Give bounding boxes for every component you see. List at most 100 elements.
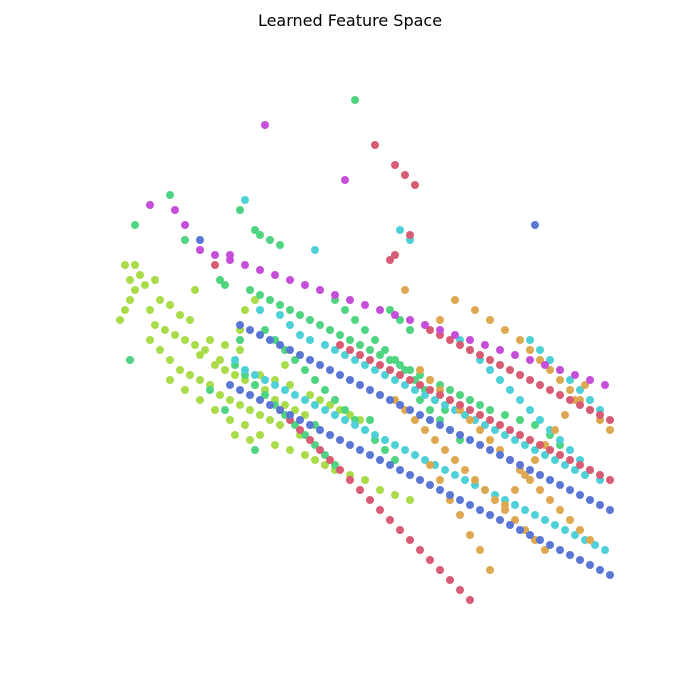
data-point [486,566,494,574]
data-point [466,531,474,539]
data-point [381,436,389,444]
data-point [516,336,524,344]
data-point [511,486,519,494]
data-point [291,406,299,414]
data-point [246,406,254,414]
data-point [351,96,359,104]
data-point [306,391,314,399]
data-point [191,341,199,349]
data-point [526,336,534,344]
data-point [346,296,354,304]
data-point [496,346,504,354]
data-point [151,276,159,284]
data-point [286,306,294,314]
data-point [506,521,514,529]
data-point [451,456,459,464]
data-point [211,251,219,259]
data-point [466,336,474,344]
data-point [161,326,169,334]
data-point [241,306,249,314]
data-point [266,416,274,424]
data-point [436,316,444,324]
data-point [426,326,434,334]
data-point [416,381,424,389]
data-point [256,266,264,274]
data-point [481,421,489,429]
data-point [341,406,349,414]
data-point [391,456,399,464]
data-point [556,376,564,384]
data-point [276,421,284,429]
data-point [601,381,609,389]
data-point [281,361,289,369]
data-point [326,326,334,334]
data-point [506,386,514,394]
data-point [236,206,244,214]
data-point [476,351,484,359]
data-point [571,466,579,474]
data-point [516,396,524,404]
data-point [286,346,294,354]
data-point [211,406,219,414]
data-point [331,461,339,469]
data-point [466,501,474,509]
data-point [316,446,324,454]
data-point [461,466,469,474]
data-point [506,366,514,374]
data-point [316,361,324,369]
data-point [216,276,224,284]
data-point [396,361,404,369]
data-point [526,406,534,414]
data-point [501,326,509,334]
data-point [391,311,399,319]
data-point [166,301,174,309]
data-point [456,496,464,504]
data-point [266,296,274,304]
data-point [446,576,454,584]
data-point [286,321,294,329]
data-point [426,376,434,384]
data-point [491,496,499,504]
data-point [481,341,489,349]
data-point [336,436,344,444]
data-point [306,336,314,344]
data-point [486,436,494,444]
data-point [566,516,574,524]
data-point [256,396,264,404]
data-point [401,381,409,389]
data-point [396,226,404,234]
data-point [586,466,594,474]
data-point [416,366,424,374]
data-point [476,441,484,449]
data-point [256,306,264,314]
data-point [516,371,524,379]
data-point [366,496,374,504]
data-point [361,476,369,484]
data-point [181,336,189,344]
data-point [341,306,349,314]
data-point [586,396,594,404]
data-point [576,461,584,469]
data-point [436,326,444,334]
data-point [251,446,259,454]
data-point [521,471,529,479]
data-point [246,286,254,294]
data-point [551,521,559,529]
data-point [241,261,249,269]
data-point [361,426,369,434]
data-point [321,451,329,459]
data-point [511,436,519,444]
data-point [516,416,524,424]
data-point [166,356,174,364]
data-point [466,436,474,444]
data-point [391,251,399,259]
data-point [181,236,189,244]
data-point [466,596,474,604]
data-point [351,421,359,429]
data-point [356,341,364,349]
data-point [241,421,249,429]
data-point [311,401,319,409]
data-point [346,476,354,484]
data-point [486,446,494,454]
data-point [211,261,219,269]
